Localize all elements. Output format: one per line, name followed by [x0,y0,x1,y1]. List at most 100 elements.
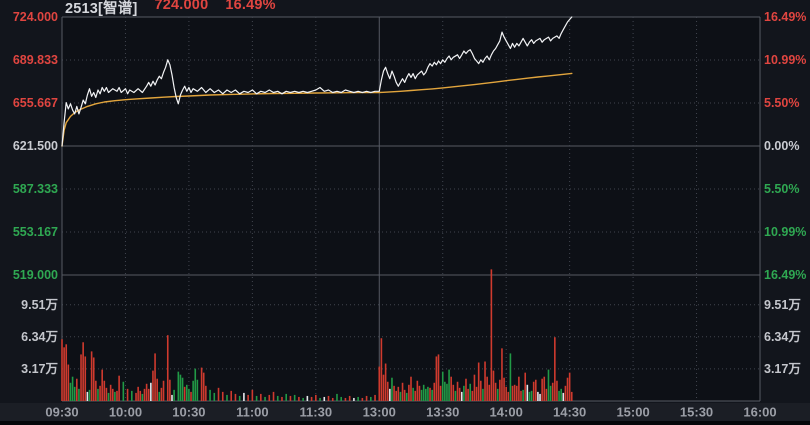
volume-bar [78,388,80,401]
volume-bar [101,369,103,401]
volume-bar [86,391,89,401]
volume-bar [439,385,442,401]
volume-bar [177,371,180,401]
volume-bar [69,382,72,401]
volume-bar [361,397,364,401]
volume-bar [444,381,446,401]
volume-bar [255,395,258,401]
stock-symbol: 2513[智谱] [65,1,138,17]
volume-bar [522,389,524,401]
time-tick-label: 16:00 [743,404,777,420]
volume-bar [530,390,533,401]
volume-bar [501,348,503,401]
volume-bar [539,393,541,401]
time-tick-label: 13:30 [426,404,460,420]
volume-bar [319,397,321,401]
volume-bar [88,389,91,401]
volume-bar [205,385,207,401]
volume-bar [141,393,144,401]
percent-tick-label: 10.99% [764,53,807,67]
volume-bar [380,338,383,401]
volume-bar [298,396,300,401]
volume-bar [507,391,510,401]
volume-bar [458,387,461,401]
volume-bar [378,366,381,401]
volume-bar [456,381,459,401]
volume-bar [526,384,529,401]
volume-tick-label: 3.17万 [764,361,801,376]
volume-bar [414,390,417,401]
price-tick-label: 553.167 [12,225,58,239]
volume-bar [131,390,133,401]
volume-bar [272,391,275,401]
volume-bar [137,386,139,401]
volume-bar [513,384,516,401]
volume-bar [452,384,455,401]
volume-bar [437,354,440,401]
volume-bar [505,386,507,401]
volume-bar [107,392,110,401]
volume-bar [340,396,342,401]
volume-bar [422,384,425,401]
volume-bar [528,391,531,401]
volume-bar [183,386,186,401]
volume-bar [467,388,469,401]
volume-bar [463,385,465,401]
volume-bar [234,393,237,401]
volume-tick-label: 9.51万 [764,297,801,312]
volume-bar [171,394,173,401]
price-tick-label: 519.000 [12,268,58,282]
volume-bar [374,394,376,401]
volume-tick-label: 6.34万 [21,329,58,344]
volume-bar [61,339,63,401]
volume-bar [511,385,514,401]
volume-bar [518,376,520,401]
volume-bar [503,377,505,401]
volume-bar [162,380,165,401]
volume-bar [475,386,478,401]
price-tick-label: 689.833 [12,53,58,67]
volume-bar [111,388,114,401]
volume-bar [143,388,146,401]
volume-bar [114,391,116,401]
volume-bar [541,378,543,401]
volume-bar [217,387,220,401]
volume-bar [135,392,137,401]
volume-bar [427,386,429,401]
volume-bar [202,372,205,401]
time-tick-label: 15:30 [679,404,714,420]
volume-bar [465,378,467,401]
bottom-edge-bar [0,421,810,425]
volume-bar [315,394,317,401]
volume-bar [192,380,194,401]
volume-bar [331,397,334,401]
volume-bar [179,374,182,401]
volume-bar [82,342,84,401]
time-tick-label: 09:30 [45,404,79,420]
price-tick-label: 655.667 [12,96,58,110]
volume-bar [336,393,338,401]
volume-bar [306,395,309,401]
volume-bar [150,382,152,401]
price-tick-label: 724.000 [12,10,58,24]
volume-bar [84,356,87,401]
volume-bar [190,391,192,401]
volume-bar [564,385,567,401]
volume-bar [160,387,163,401]
volume-bar [221,391,224,401]
volume-bar [139,390,142,401]
volume-bar [384,363,387,401]
volume-bar [323,396,326,401]
volume-bar [460,391,463,401]
volume-bar [109,384,112,401]
volume-bar [545,388,548,401]
volume-bar [103,380,106,401]
volume-bar [247,394,249,401]
volume-bar [357,396,359,401]
volume-bar [549,385,552,401]
volume-bar [570,391,573,401]
volume-bar [327,395,330,401]
volume-bar [226,394,228,401]
volume-bar [353,397,355,401]
